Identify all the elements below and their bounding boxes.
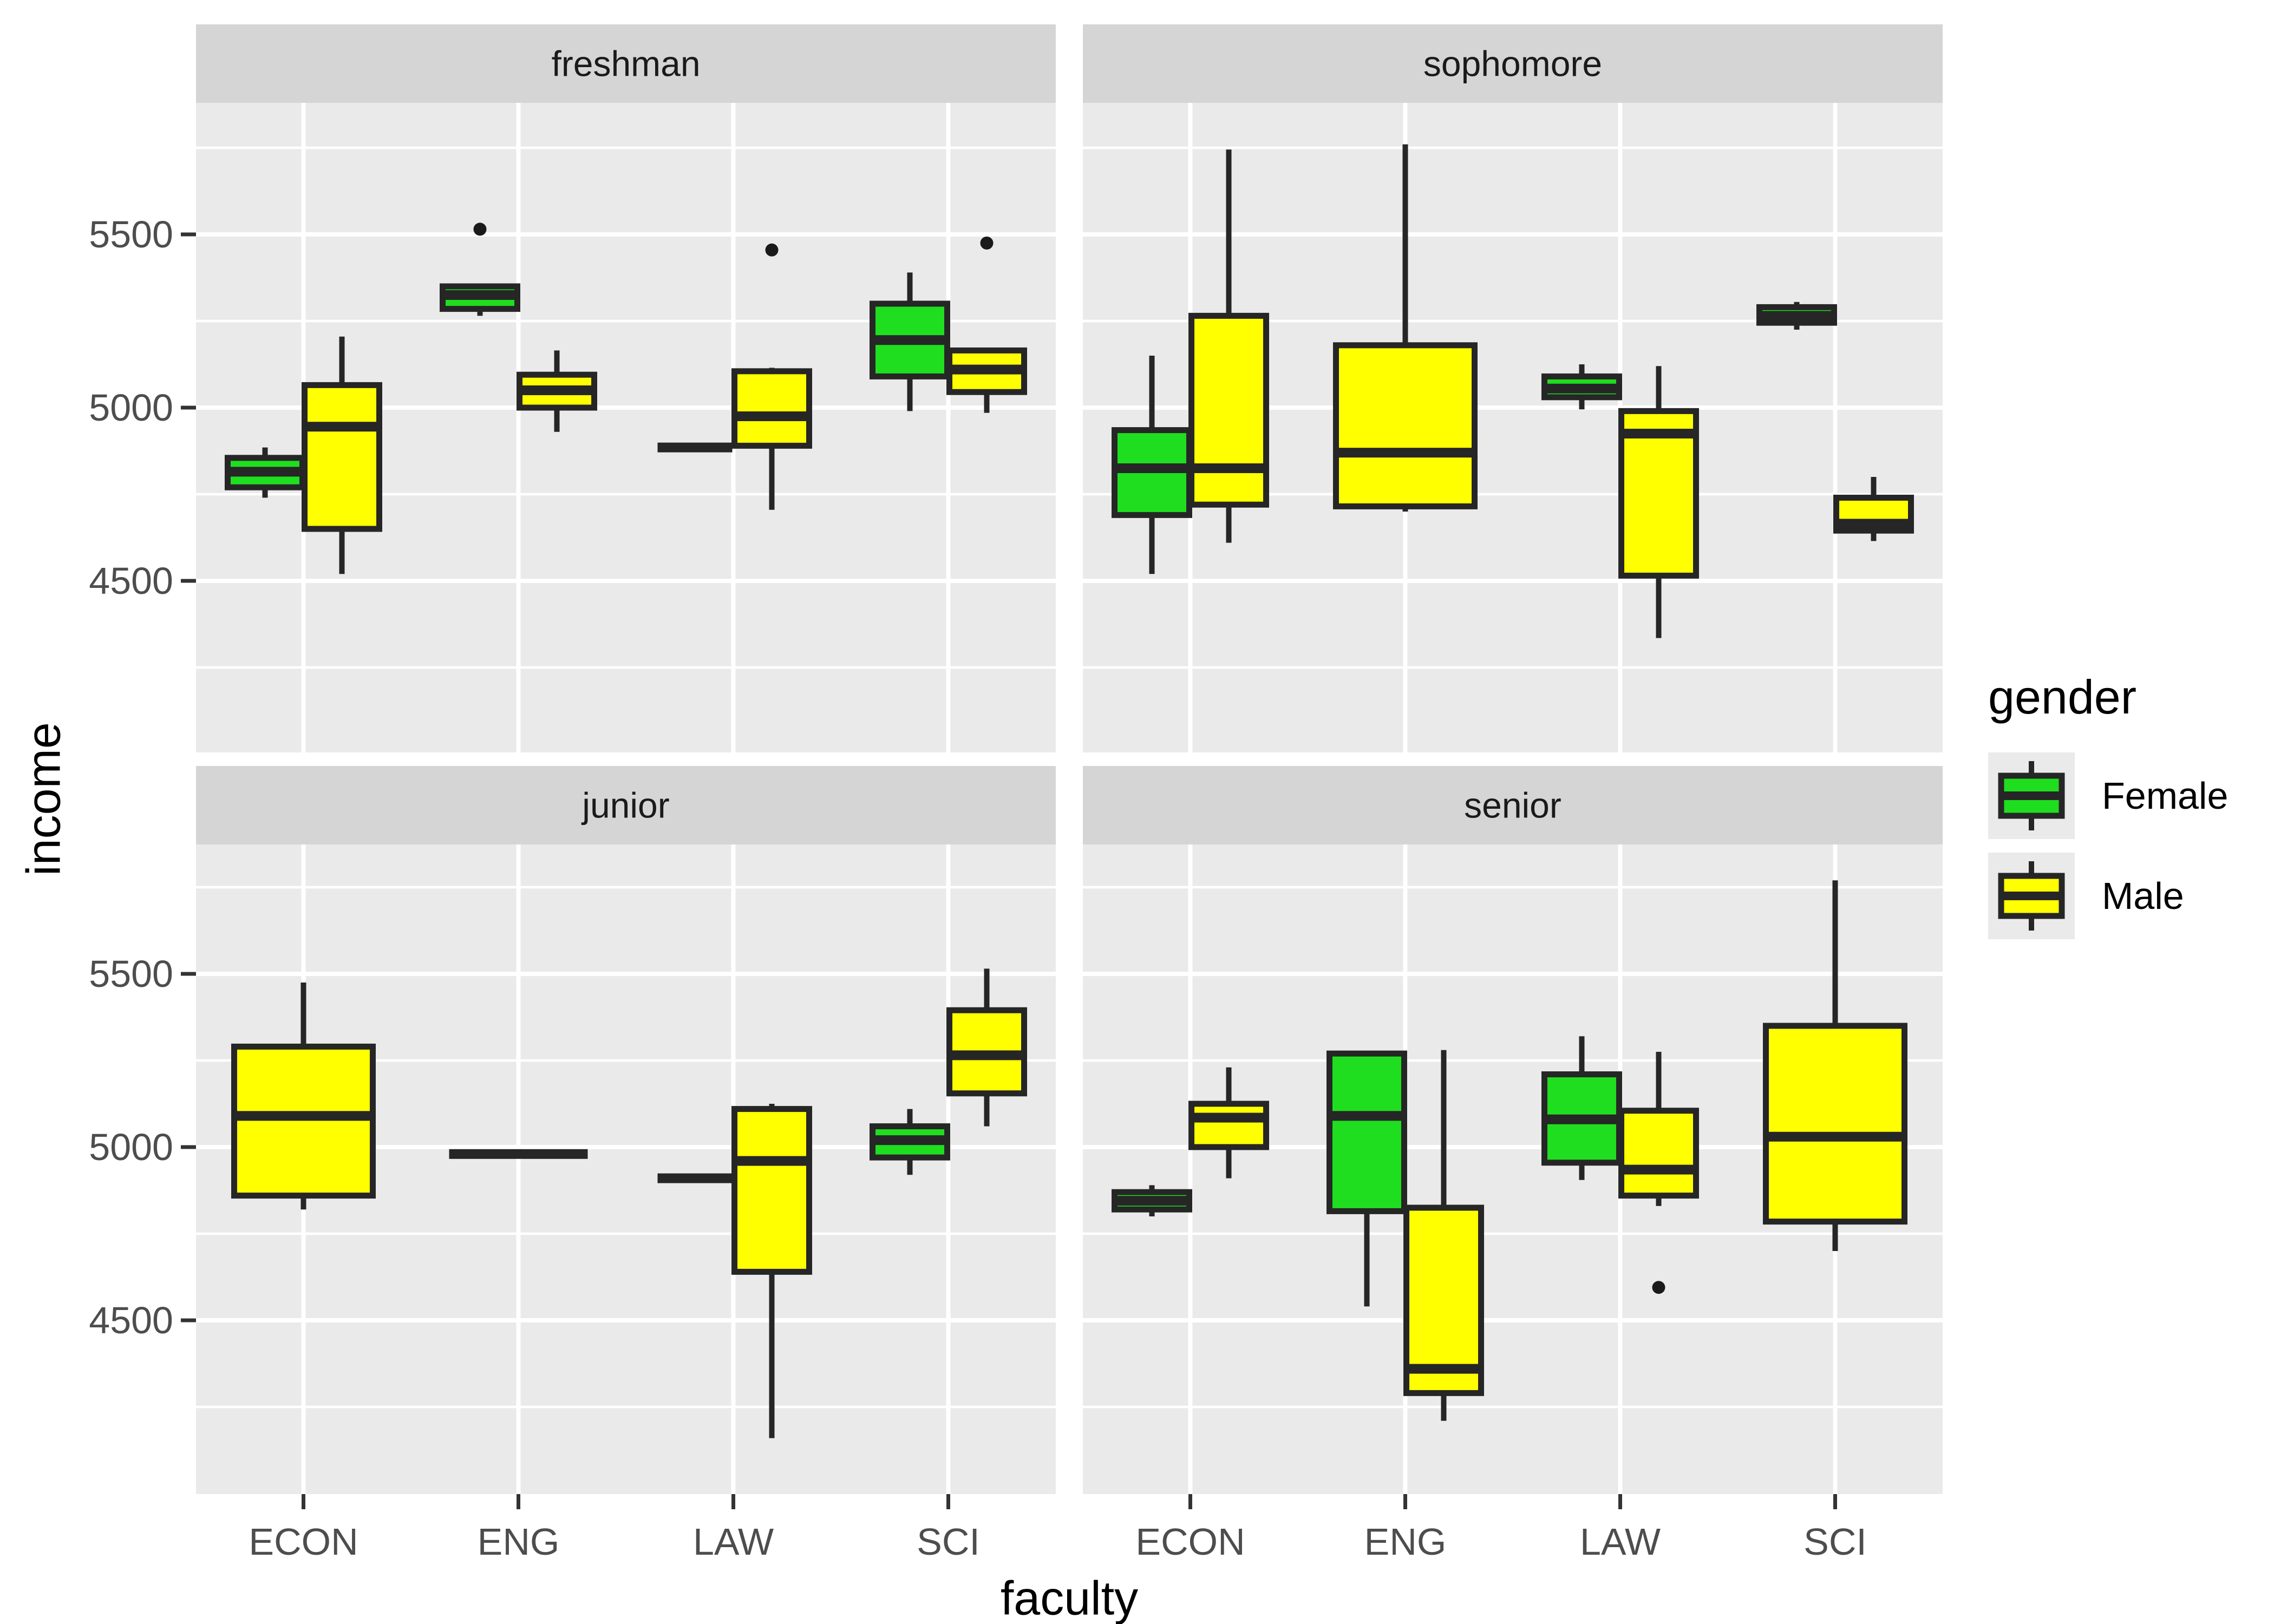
- median-senior-sci-male: [1766, 1131, 1905, 1142]
- y-tick-label: 5000: [89, 1126, 173, 1168]
- median-senior-law-male: [1621, 1164, 1696, 1175]
- median-senior-eng-male: [1406, 1364, 1481, 1374]
- median-freshman-eng-male: [519, 385, 594, 395]
- y-tick-label: 5500: [89, 213, 173, 256]
- median-senior-econ-male: [1191, 1112, 1266, 1123]
- median-senior-eng-female: [1329, 1111, 1404, 1121]
- outlier-senior-law-male: [1652, 1281, 1665, 1294]
- box-senior-eng-female: [1327, 1050, 1407, 1214]
- median-freshman-eng-female: [442, 290, 518, 300]
- outlier-freshman-eng-female: [473, 222, 487, 236]
- box-senior-sci-male: [1763, 1023, 1907, 1225]
- legend-key-median-male: [2001, 892, 2062, 900]
- outlier-freshman-sci-male: [980, 237, 994, 250]
- facet-strip-label-sophomore: sophomore: [1423, 44, 1602, 84]
- median-sophomore-law-female: [1544, 383, 1619, 394]
- x-tick-label-econ: ECON: [1135, 1521, 1245, 1563]
- boxplot-flat-freshman-law-female: [657, 442, 733, 453]
- boxplot-flat-junior-law-female: [657, 1173, 733, 1183]
- median-freshman-econ-male: [304, 422, 380, 432]
- legend-label-male: Male: [2102, 875, 2184, 917]
- box-sophomore-eng-male: [1333, 342, 1478, 509]
- median-sophomore-eng-male: [1336, 448, 1475, 458]
- median-sophomore-sci-male: [1836, 519, 1911, 529]
- median-senior-econ-female: [1114, 1196, 1190, 1206]
- x-tick-label-sci: SCI: [917, 1521, 980, 1563]
- box-sophomore-econ-male: [1188, 312, 1269, 508]
- median-junior-econ-male: [234, 1111, 373, 1121]
- median-freshman-sci-male: [949, 364, 1024, 375]
- boxplot-flat-junior-eng-male: [449, 1149, 588, 1159]
- box-freshman-econ-male: [302, 382, 382, 532]
- x-tick-label-econ: ECON: [249, 1521, 358, 1563]
- x-tick-label-law: LAW: [1580, 1521, 1661, 1563]
- x-tick-label-sci: SCI: [1803, 1521, 1867, 1563]
- x-axis-title: faculty: [1001, 1571, 1138, 1624]
- median-junior-sci-female: [872, 1135, 948, 1145]
- median-junior-law-male: [734, 1156, 809, 1166]
- median-sophomore-econ-male: [1191, 463, 1266, 473]
- legend-label-female: Female: [2102, 775, 2228, 817]
- facet-strip-freshman: [196, 24, 1056, 103]
- x-tick-label-law: LAW: [693, 1521, 774, 1563]
- median-sophomore-sci-female: [1759, 311, 1834, 321]
- y-tick-label: 4500: [89, 1299, 173, 1341]
- facet-strip-senior: [1083, 766, 1943, 844]
- box-senior-law-male: [1618, 1108, 1699, 1199]
- facet-strip-label-freshman: freshman: [551, 44, 700, 84]
- y-tick-label: 4500: [89, 560, 173, 602]
- facet-strip-label-senior: senior: [1464, 785, 1561, 826]
- box-sophomore-law-male: [1618, 408, 1699, 579]
- median-senior-law-female: [1544, 1114, 1619, 1124]
- median-freshman-law-male: [734, 411, 809, 421]
- box-junior-econ-male: [231, 1043, 376, 1199]
- median-sophomore-econ-female: [1114, 463, 1190, 473]
- y-axis-title: income: [17, 722, 70, 876]
- legend-key-median-female: [2001, 791, 2062, 800]
- legend-title: gender: [1988, 670, 2136, 724]
- facet-strip-sophomore: [1083, 24, 1943, 103]
- median-junior-sci-male: [949, 1050, 1024, 1060]
- y-tick-label: 5000: [89, 387, 173, 429]
- facet-strip-label-junior: junior: [581, 785, 669, 826]
- outlier-freshman-law-male: [765, 243, 779, 257]
- box-senior-eng-male: [1403, 1204, 1484, 1396]
- box-senior-econ-male: [1188, 1101, 1269, 1150]
- y-tick-label: 5500: [89, 953, 173, 995]
- median-sophomore-law-male: [1621, 429, 1696, 438]
- box-junior-law-male: [731, 1106, 812, 1275]
- x-tick-label-eng: ENG: [1364, 1521, 1447, 1563]
- median-freshman-sci-female: [872, 335, 948, 345]
- median-freshman-econ-female: [227, 467, 303, 477]
- box-freshman-law-male: [731, 368, 812, 449]
- x-tick-label-eng: ENG: [478, 1521, 560, 1563]
- facet-strip-junior: [196, 766, 1056, 844]
